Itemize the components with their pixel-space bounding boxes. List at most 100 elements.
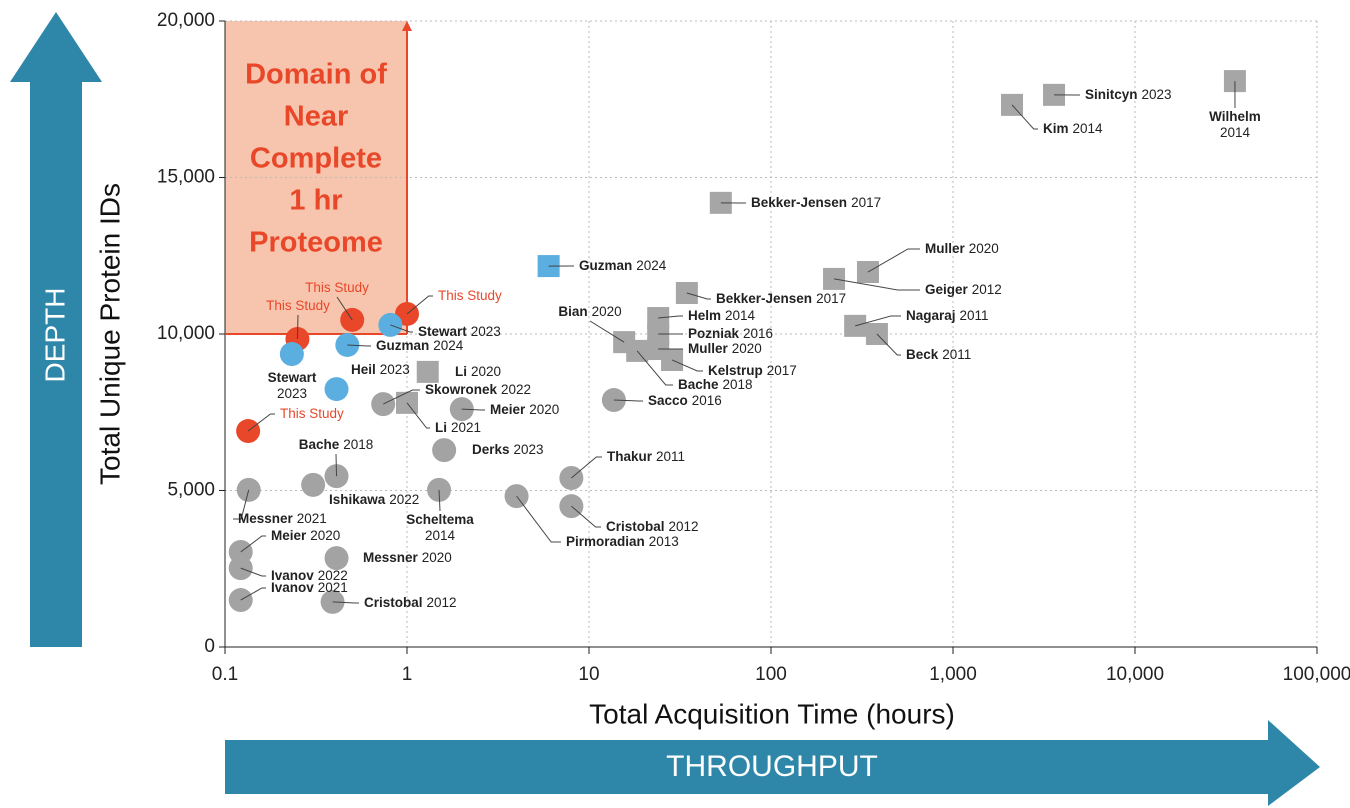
label-year: 2014 [725,308,756,323]
label-year: 2017 [767,363,797,378]
x-tick-label: 10,000 [1106,664,1164,685]
label-name: This Study [266,298,330,313]
leader-line [240,587,266,601]
leader-line [390,324,413,333]
label-name: Li [455,364,467,379]
point-label: Geiger 2012 [925,282,1002,297]
point-label: Bekker-Jensen 2017 [751,195,881,210]
label-year: 2023 [471,324,501,339]
label-name: Beck [906,347,939,362]
point-label: Ishikawa 2022 [329,492,419,507]
x-tick-label: 100 [755,664,787,685]
label-name: Kim [1043,121,1069,136]
label-year: 2023 [514,442,544,457]
leader-line [233,489,250,520]
leader-line [336,296,353,321]
label-year: 2020 [732,341,762,356]
label-name: This Study [305,280,369,295]
point [324,377,349,402]
depth-label: DEPTH [39,288,70,383]
x-tick-label: 0.1 [212,664,238,685]
point-label: Bekker-Jensen 2017 [716,291,846,306]
point-label: Muller 2020 [925,241,999,256]
label-name: Meier [271,528,307,543]
label-year: 2020 [422,550,452,565]
label-year: 2011 [960,308,989,323]
domain-label: Near [284,101,349,133]
label-name: Heil [351,362,376,377]
point-label: Ivanov 2022 [271,568,348,583]
label-name: Sacco [648,393,688,408]
point-label: Pirmoradian 2013 [566,534,679,549]
label-name: Thakur [607,449,653,464]
leader-line [438,489,441,512]
label-name: This Study [280,406,344,421]
label-name: Bekker-Jensen [751,195,847,210]
label-year: 2021 [318,580,348,595]
label-year: 2017 [816,291,846,306]
y-tick-label: 20,000 [157,10,215,31]
point-label: This Study [266,298,330,313]
label-name: Messner [238,511,294,526]
label-year: 2023 [380,362,410,377]
label-year: 2011 [656,449,685,464]
leader-line [406,402,430,429]
point [301,472,326,497]
label-year: 2023 [277,386,307,401]
label-year: 2014 [425,528,456,543]
label-name: Muller [925,241,966,256]
point-label: Wilhelm 2014 [1209,109,1261,140]
y-axis-title: Total Unique Protein IDs [94,183,125,485]
point-label: Kelstrup 2017 [708,363,797,378]
point-label: Kim 2014 [1043,121,1103,136]
label-name: Ivanov [271,568,314,583]
label-year: 2021 [297,511,327,526]
label-year: 2013 [649,534,679,549]
label-name: Helm [688,308,721,323]
markers [228,70,1246,614]
label-name: Scheltema [406,512,474,527]
label-year: 2022 [389,492,419,507]
label-year: 2020 [471,364,501,379]
leader-line [332,601,359,604]
x-axis-title: Total Acquisition Time (hours) [589,698,955,729]
point-label: Messner 2021 [238,511,327,526]
label-year: 2021 [451,420,481,435]
leader-line [1011,104,1038,130]
point-label: Bian 2020 [558,304,621,319]
label-year: 2020 [592,304,622,319]
point-label: Skowronek 2022 [425,382,531,397]
point [416,360,439,383]
leader-line [296,314,299,340]
y-tick-label: 0 [204,636,215,657]
point-label: Sacco 2016 [648,393,722,408]
point [236,477,261,502]
leader-line [571,456,602,479]
label-name: Kelstrup [708,363,763,378]
label-name: Guzman [579,258,632,273]
point-label: Cristobal 2012 [364,595,457,610]
leader-line [516,495,561,543]
label-year: 2016 [692,393,722,408]
label-name: Derks [472,442,510,457]
label-name: Ishikawa [329,492,386,507]
leader-line [406,295,433,315]
label-name: Bache [678,377,719,392]
label-year: 2012 [972,282,1002,297]
label-year: 2016 [743,326,773,341]
domain-label: Domain of [245,59,387,91]
point-label: Meier 2020 [490,402,559,417]
label-name: Guzman [376,338,429,353]
label-year: 2024 [636,258,667,273]
leader-line [636,350,673,386]
plot: 0.1 1 10 100 1,000 10,000 100,000 0 5,000 10,000 1… [157,10,1350,685]
point-label: Beck 2011 [906,347,971,362]
point [236,419,261,444]
domain-label: 1 hr [289,185,342,217]
leader-line [347,344,371,347]
label-year: 2014 [1220,125,1251,140]
point-label: Scheltema 2014 [406,512,474,543]
x-tick-label: 1,000 [929,664,977,685]
throughput-arrow [225,720,1320,806]
label-name: Bekker-Jensen [716,291,812,306]
